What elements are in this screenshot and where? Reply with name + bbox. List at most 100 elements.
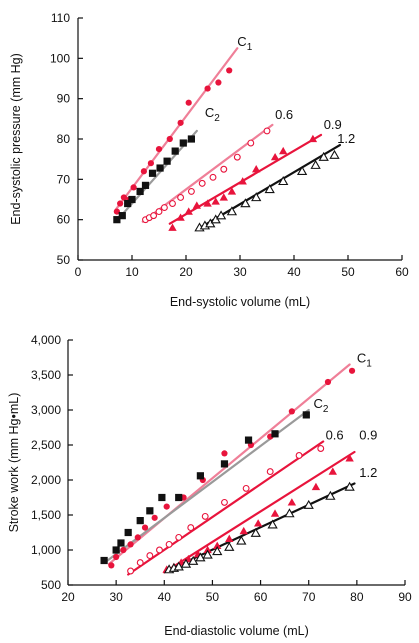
x-axis-title: End-systolic volume (mL) — [170, 295, 310, 309]
data-point-c2 — [156, 164, 164, 172]
data-point-1-2 — [240, 198, 251, 208]
fit-line-c1 — [114, 47, 239, 211]
data-point-c1 — [348, 367, 356, 374]
data-point-0-6 — [233, 153, 241, 161]
series-label-0-6: 0.6 — [275, 107, 293, 122]
y-tick-label: 2,000 — [31, 473, 61, 487]
data-point-c1 — [130, 184, 137, 191]
x-tick-label: 60 — [395, 265, 409, 279]
data-point-0-6 — [263, 127, 271, 135]
data-point-0-9 — [211, 197, 220, 205]
data-point-1-2 — [188, 555, 199, 565]
data-point-c2 — [141, 181, 150, 189]
x-tick-label: 40 — [158, 590, 172, 604]
x-tick-label: 20 — [61, 590, 75, 604]
fit-line-0-9 — [168, 133, 323, 225]
data-point-0-9 — [308, 134, 318, 143]
data-point-c2 — [163, 157, 171, 165]
data-point-0-9 — [213, 541, 222, 549]
y-tick-label: 80 — [57, 132, 71, 146]
data-point-0-9 — [219, 193, 228, 201]
x-tick-label: 0 — [75, 265, 82, 279]
x-tick-label: 70 — [302, 590, 316, 604]
x-tick-label: 50 — [341, 265, 355, 279]
y-axis-title: End-systolic pressure (mm Hg) — [9, 53, 23, 225]
data-point-0-9 — [225, 534, 234, 542]
data-point-c1 — [134, 534, 141, 541]
data-point-0-9 — [279, 146, 288, 155]
data-point-c2 — [244, 436, 253, 444]
data-point-c1 — [120, 194, 127, 201]
x-tick-label: 20 — [179, 265, 193, 279]
y-tick-label: 70 — [57, 172, 71, 186]
y-tick-label: 50 — [57, 253, 71, 267]
data-point-c1 — [185, 99, 192, 106]
data-point-0-6 — [221, 498, 228, 506]
data-point-0-9 — [176, 213, 185, 221]
data-point-c2 — [196, 472, 204, 480]
data-point-0-6 — [242, 484, 250, 492]
data-point-c2 — [128, 195, 136, 204]
data-point-c2 — [100, 556, 108, 565]
data-point-c2 — [136, 187, 144, 196]
data-point-0-9 — [253, 519, 263, 527]
data-point-0-9 — [192, 201, 201, 209]
data-point-1-2 — [344, 481, 355, 491]
x-tick-label: 60 — [254, 590, 268, 604]
data-point-0-9 — [168, 223, 177, 231]
series-label-c2: C2 — [205, 105, 220, 124]
data-point-0-9 — [184, 207, 193, 215]
data-point-1-2 — [325, 490, 336, 500]
y-tick-label: 3,500 — [31, 368, 61, 382]
data-point-0-6 — [146, 552, 154, 560]
data-point-c2 — [187, 135, 195, 143]
data-point-0-6 — [177, 194, 185, 201]
data-point-1-2 — [284, 508, 295, 518]
data-point-c2 — [148, 169, 157, 177]
data-point-0-6 — [317, 445, 325, 452]
pressure-volume-chart: 0 10 20 30 40 50 60 50 60 70 80 90 100 110 End-systoli… — [9, 11, 409, 309]
fit-line-c1 — [107, 363, 351, 566]
y-tick-label: 4,000 — [31, 333, 61, 347]
data-point-c2 — [220, 460, 229, 468]
data-point-1-2 — [264, 184, 275, 194]
data-point-c2 — [136, 517, 144, 525]
stroke-work-chart: 20 30 40 50 60 70 80 90 500 1,000 1,500 2,000 2,500 3… — [7, 333, 412, 638]
data-point-c1 — [147, 160, 154, 167]
series-label-c1: C1 — [237, 34, 252, 53]
data-point-c1 — [120, 546, 127, 554]
y-tick-label: 1,000 — [31, 543, 61, 557]
data-point-0-9 — [270, 509, 280, 517]
data-point-1-2 — [224, 541, 235, 551]
data-point-1-2 — [329, 149, 340, 159]
data-point-1-2 — [195, 552, 206, 562]
data-point-c1 — [166, 135, 173, 143]
data-point-1-2 — [236, 535, 247, 545]
data-point-0-6 — [169, 200, 176, 207]
series-label-c1: C1 — [357, 350, 372, 369]
data-point-0-6 — [247, 139, 255, 147]
data-point-1-2 — [251, 192, 262, 202]
data-point-c1 — [151, 514, 158, 521]
data-point-c1 — [288, 408, 295, 415]
data-point-0-9 — [328, 467, 337, 475]
data-point-c1 — [113, 553, 120, 561]
data-point-c1 — [215, 79, 222, 86]
y-tick-label: 100 — [50, 51, 70, 65]
y-tick-label: 500 — [41, 578, 61, 592]
x-tick-label: 50 — [206, 590, 220, 604]
data-point-0-9 — [252, 165, 261, 173]
data-point-0-9 — [345, 454, 354, 462]
x-tick-label: 10 — [125, 265, 139, 279]
data-point-1-2 — [212, 546, 223, 556]
data-point-0-6 — [187, 187, 195, 195]
data-point-0-6 — [198, 179, 206, 187]
data-point-0-9 — [311, 482, 321, 491]
data-point-0-6 — [201, 512, 209, 520]
data-point-0-6 — [295, 452, 303, 459]
data-point-c1 — [226, 67, 233, 74]
data-point-1-2 — [173, 561, 184, 571]
data-point-c1 — [221, 450, 228, 457]
data-point-c1 — [117, 200, 124, 207]
